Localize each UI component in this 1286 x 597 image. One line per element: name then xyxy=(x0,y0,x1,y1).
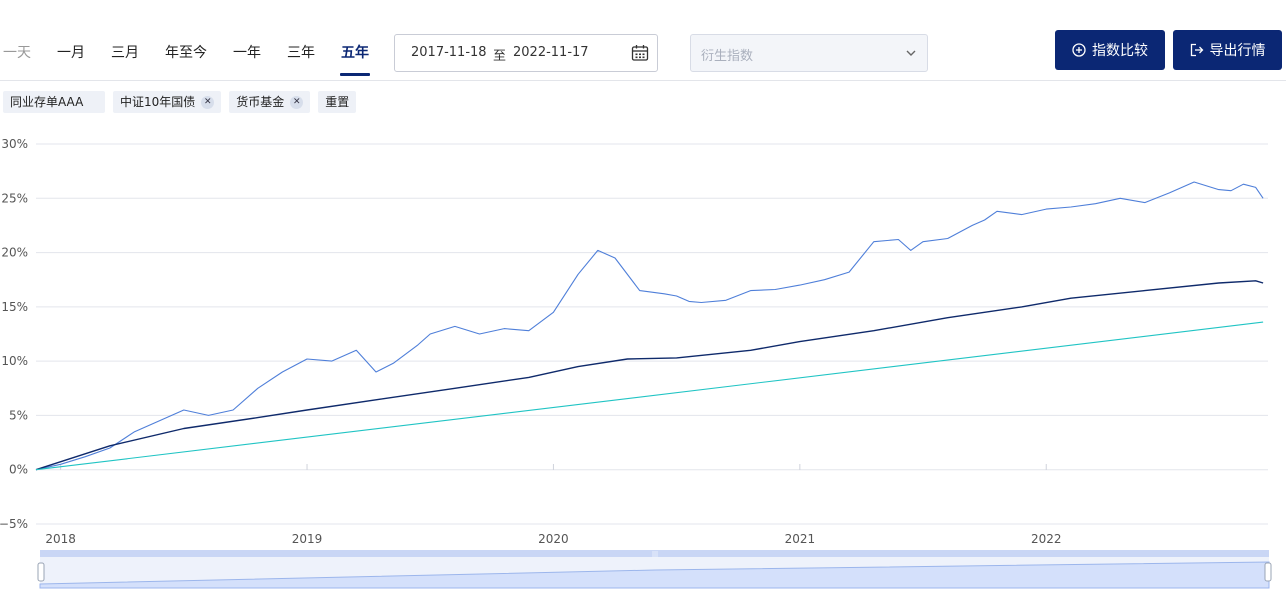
y-tick-label: 15% xyxy=(1,300,28,314)
selected-index-tags: 同业存单AAA 中证10年国债 ✕ 货币基金 ✕ 重置 xyxy=(3,91,357,113)
index-compare-label: 指数比较 xyxy=(1092,43,1148,59)
chart-grid xyxy=(36,143,1268,525)
chevron-down-icon xyxy=(906,50,916,56)
x-tick-label: 2018 xyxy=(45,532,76,546)
header-divider xyxy=(0,80,1286,81)
tag-main-index[interactable]: 同业存单AAA xyxy=(3,91,105,113)
y-tick-label: 25% xyxy=(1,191,28,205)
index-compare-button[interactable]: 指数比较 xyxy=(1055,30,1165,70)
date-range-picker[interactable]: 2017-11-18 至 2022-11-17 xyxy=(394,34,658,72)
export-quotes-label: 导出行情 xyxy=(1209,43,1266,59)
performance-chart: −5%0%5%10%15%20%25%30% 2018 2019 2020 2021 2… xyxy=(0,137,1272,589)
y-tick-label: 5% xyxy=(9,408,28,422)
calendar-icon[interactable] xyxy=(631,44,649,62)
zoom-grip-icon[interactable]: ||| xyxy=(652,551,658,558)
tab-ytd[interactable]: 年至今 xyxy=(165,45,207,61)
y-tick-label: 0% xyxy=(9,463,28,477)
zoom-left-handle[interactable] xyxy=(37,562,45,582)
series_bond-line xyxy=(35,181,1264,471)
x-tick-label: 2022 xyxy=(1031,532,1062,546)
tab-one-month[interactable]: 一月 xyxy=(57,45,85,61)
range-tabs: 一天 一月 三月 年至今 一年 三年 五年 xyxy=(0,30,382,80)
derivative-index-placeholder: 衍生指数 xyxy=(701,49,754,64)
x-tick-label: 2020 xyxy=(538,532,569,546)
tag-label: 同业存单AAA xyxy=(10,95,84,109)
tab-one-year[interactable]: 一年 xyxy=(233,45,261,61)
close-icon[interactable]: ✕ xyxy=(201,95,215,109)
y-tick-label: 10% xyxy=(1,354,28,368)
series_main-line xyxy=(35,280,1264,471)
derivative-index-select[interactable]: 衍生指数 xyxy=(690,34,928,72)
chart-series xyxy=(35,181,1264,471)
y-tick-label: −5% xyxy=(0,517,28,531)
zoom-right-handle[interactable] xyxy=(1264,562,1272,582)
close-icon[interactable]: ✕ xyxy=(290,95,304,109)
tag-label: 中证10年国债 xyxy=(120,95,196,109)
zoom-handle-bar[interactable] xyxy=(40,550,1269,557)
tab-one-day[interactable]: 一天 xyxy=(3,45,31,61)
tag-bond-index[interactable]: 中证10年国债 ✕ xyxy=(113,91,222,113)
date-start: 2017-11-18 xyxy=(411,45,487,60)
y-axis: −5% 0% 5% 10% 15% 20% 25% 30% xyxy=(0,137,28,531)
zoom-slider: ||| xyxy=(37,550,1272,589)
y-tick-label: 20% xyxy=(1,246,28,260)
date-end: 2022-11-17 xyxy=(513,45,589,60)
reset-label: 重置 xyxy=(325,95,350,109)
series_mmf-line xyxy=(35,321,1264,471)
y-tick-label: 30% xyxy=(1,137,28,151)
tab-three-months[interactable]: 三月 xyxy=(111,45,139,61)
x-axis: 2018 2019 2020 2021 2022 xyxy=(45,464,1062,546)
tab-three-years[interactable]: 三年 xyxy=(287,45,315,61)
export-quotes-button[interactable]: 导出行情 xyxy=(1173,30,1282,70)
x-tick-label: 2021 xyxy=(785,532,816,546)
tab-five-years[interactable]: 五年 xyxy=(328,30,382,76)
reset-button[interactable]: 重置 xyxy=(318,91,357,113)
date-separator: 至 xyxy=(493,49,507,64)
tag-money-fund[interactable]: 货币基金 ✕ xyxy=(229,91,311,113)
plus-circle-icon xyxy=(1072,43,1086,57)
x-tick-label: 2019 xyxy=(292,532,323,546)
export-icon xyxy=(1190,43,1203,57)
tag-label: 货币基金 xyxy=(236,95,285,109)
